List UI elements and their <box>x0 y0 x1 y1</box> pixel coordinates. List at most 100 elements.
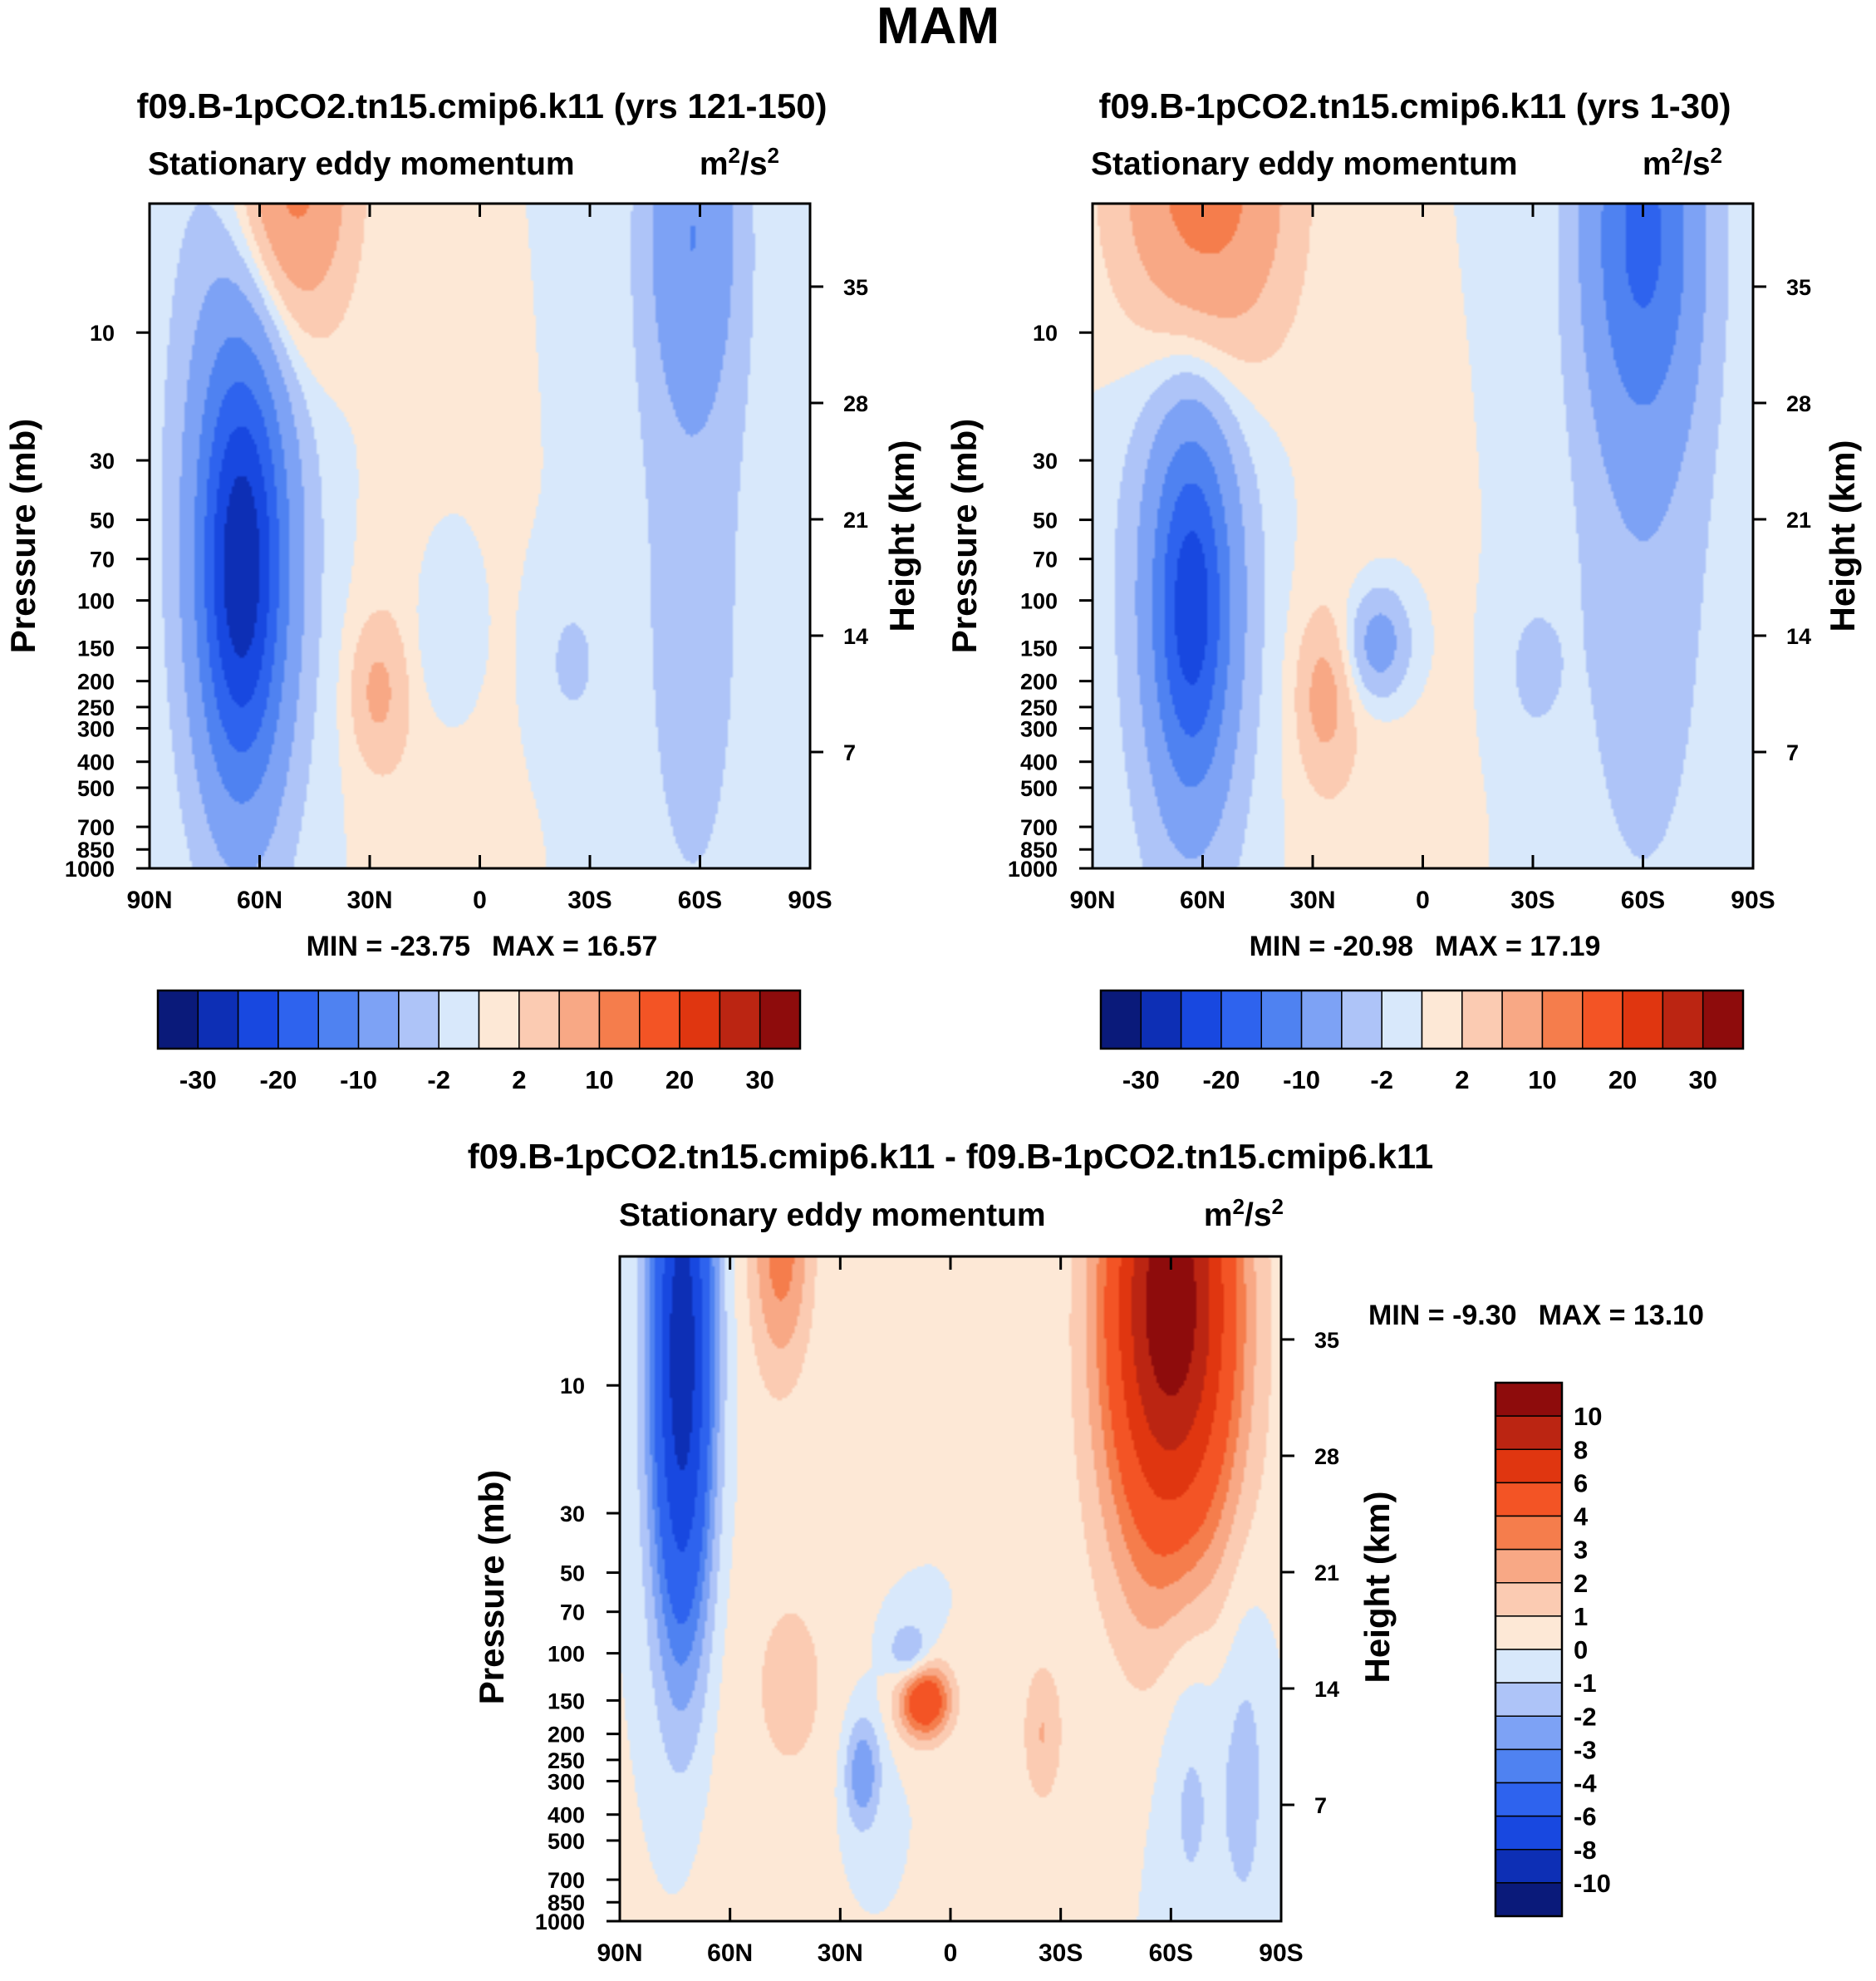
y2-tick-label: 35 <box>1786 275 1811 300</box>
colorbar-box <box>1495 1849 1563 1884</box>
colorbar-box <box>197 990 239 1049</box>
y-tick-label: 100 <box>77 589 115 614</box>
panel-subtitle: Stationary eddy momentum <box>148 146 575 182</box>
colorbar: -30 -20 -10 -2 2 10 20 30 <box>156 989 802 1094</box>
x-tick-label: 30N <box>818 1939 863 1967</box>
panel-yrs-121-150: f09.B-1pCO2.tn15.cmip6.k11 (yrs 121-150)… <box>3 86 921 1094</box>
y2-tick-label: 28 <box>1786 391 1811 416</box>
colorbar-box <box>1495 1782 1563 1817</box>
colorbar-box <box>1260 990 1303 1049</box>
units-label: m2/s2 <box>700 143 779 182</box>
x-tick-label: 30S <box>1039 1939 1083 1967</box>
y-tick-label: 30 <box>560 1502 585 1526</box>
axes: 90N 60N 30N 0 30S 60S 90S103050701001502002503… <box>65 204 868 914</box>
colorbar-box <box>1421 990 1463 1049</box>
y-tick-label: 200 <box>77 670 115 695</box>
y-tick-label: 700 <box>77 815 115 840</box>
colorbar-frame <box>156 989 802 1050</box>
colorbar-box <box>1541 990 1584 1049</box>
y2-tick-label: 14 <box>843 624 868 649</box>
y2-axis-label: Height (km) <box>1358 1492 1397 1684</box>
y2-tick-label: 21 <box>843 508 868 533</box>
panel-title: f09.B-1pCO2.tn15.cmip6.k11 - f09.B-1pCO2… <box>468 1137 1433 1176</box>
colorbar-box <box>598 990 641 1049</box>
y-tick-label: 1000 <box>65 857 115 882</box>
colorbar-label: -10 <box>340 1065 377 1094</box>
colorbar-label: -2 <box>427 1065 450 1094</box>
y-tick-label: 850 <box>548 1890 585 1915</box>
y-tick-label: 70 <box>90 548 115 573</box>
x-tick-label: 30N <box>1289 887 1335 914</box>
y2-tick-label: 7 <box>1314 1793 1327 1818</box>
y-axis-label: Pressure (mb) <box>945 419 984 653</box>
x-tick-label: 30N <box>346 887 392 914</box>
y-tick-label: 100 <box>548 1642 585 1667</box>
x-tick-label: 90S <box>1731 887 1775 914</box>
colorbar-label: 30 <box>745 1065 773 1094</box>
y-tick-label: 10 <box>90 321 115 346</box>
y-tick-label: 250 <box>1020 696 1058 720</box>
colorbar-label: 20 <box>665 1065 694 1094</box>
x-tick-label: 90N <box>126 887 172 914</box>
contour-field <box>150 204 810 868</box>
y-tick-label: 30 <box>90 449 115 474</box>
colorbar-label: 2 <box>1574 1569 1588 1598</box>
y-tick-label: 1000 <box>1008 857 1058 882</box>
colorbar-box <box>1180 990 1222 1049</box>
y-tick-label: 400 <box>548 1803 585 1828</box>
colorbar-label: 10 <box>585 1065 613 1094</box>
panel-subtitle: Stationary eddy momentum <box>1091 146 1518 182</box>
y-tick-label: 50 <box>1033 509 1058 533</box>
colorbar-label: -30 <box>1122 1065 1160 1094</box>
colorbar-label: -30 <box>179 1065 217 1094</box>
x-tick-label: 0 <box>1416 887 1430 914</box>
colorbar-box <box>518 990 560 1049</box>
contour-field <box>1093 204 1753 868</box>
colorbar-box <box>1495 1548 1563 1584</box>
colorbar-box <box>679 990 721 1049</box>
colorbar-box <box>1220 990 1262 1049</box>
y-tick-label: 70 <box>1033 548 1058 573</box>
y-tick-label: 850 <box>77 838 115 863</box>
y-tick-label: 250 <box>548 1748 585 1773</box>
colorbar-box <box>1495 1682 1563 1717</box>
y-tick-label: 1000 <box>535 1910 585 1934</box>
colorbar-box <box>1582 990 1623 1049</box>
y-tick-label: 500 <box>548 1829 585 1854</box>
colorbar-box <box>1495 1615 1563 1650</box>
page-title: MAM <box>877 0 999 55</box>
min-max-label: MIN = -23.75 MAX = 16.57 <box>307 931 658 962</box>
colorbar-box <box>1300 990 1343 1049</box>
y-tick-label: 150 <box>548 1689 585 1713</box>
colorbar-label: -4 <box>1574 1769 1597 1798</box>
panel-difference: f09.B-1pCO2.tn15.cmip6.k11 - f09.B-1pCO2… <box>468 1137 1704 1967</box>
y2-axis-label: Height (km) <box>1823 440 1862 632</box>
units-label: m2/s2 <box>1643 143 1722 182</box>
colorbar-box <box>1461 990 1503 1049</box>
y-tick-label: 300 <box>1020 716 1058 741</box>
colorbar-label: 1 <box>1574 1602 1588 1631</box>
colorbar-box <box>1702 990 1744 1049</box>
colorbar-label: -6 <box>1574 1802 1597 1831</box>
x-tick-label: 90N <box>1069 887 1115 914</box>
y2-tick-label: 28 <box>843 391 868 416</box>
panel-title: f09.B-1pCO2.tn15.cmip6.k11 (yrs 121-150) <box>136 86 827 125</box>
y-tick-label: 700 <box>1020 815 1058 840</box>
y-tick-label: 10 <box>560 1374 585 1398</box>
x-tick-label: 0 <box>473 887 487 914</box>
colorbar-box <box>1341 990 1382 1049</box>
x-tick-label: 60N <box>237 887 282 914</box>
colorbar-box <box>1495 1649 1563 1684</box>
y-axis-label: Pressure (mb) <box>3 419 42 653</box>
y-tick-label: 30 <box>1033 449 1058 474</box>
axes: 90N 60N 30N 0 30S 60S 90S103050701001502002503… <box>535 1256 1339 1967</box>
colorbar-box <box>1495 1515 1563 1551</box>
y2-tick-label: 35 <box>1314 1328 1339 1353</box>
colorbar-label: 4 <box>1574 1502 1589 1531</box>
y2-tick-label: 21 <box>1786 508 1811 533</box>
x-tick-label: 30S <box>567 887 611 914</box>
colorbar-box <box>277 990 319 1049</box>
x-tick-label: 30S <box>1510 887 1554 914</box>
